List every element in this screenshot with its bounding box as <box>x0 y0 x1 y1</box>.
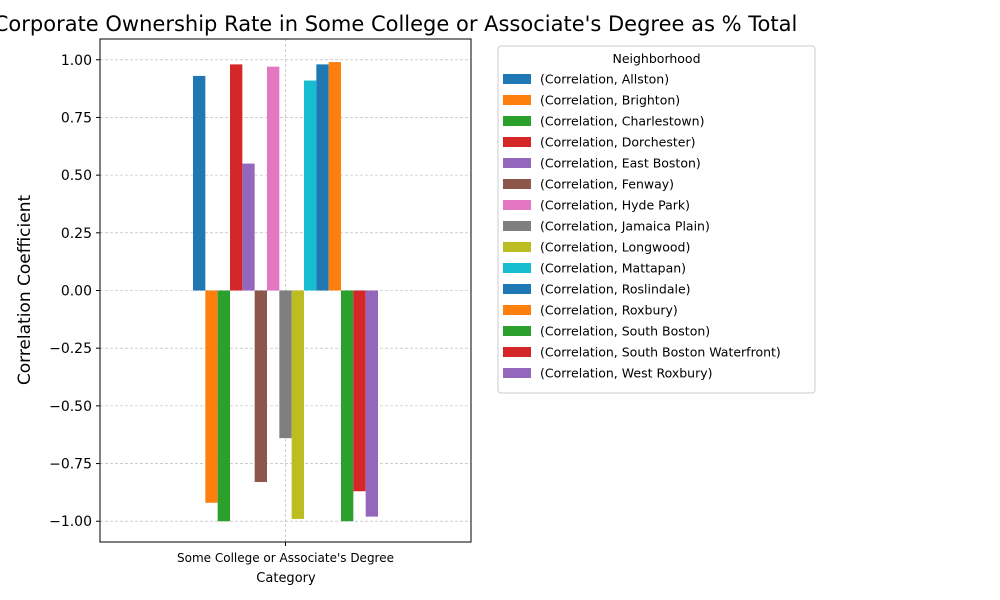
bar <box>365 290 378 517</box>
legend-swatch <box>503 347 531 357</box>
legend-entry-label: (Correlation, West Roxbury) <box>540 366 713 381</box>
legend: Neighborhood (Correlation, Allston) (Corr… <box>497 45 816 394</box>
legend-swatch <box>503 200 531 210</box>
bar <box>316 64 329 291</box>
legend-entry-label: (Correlation, Charlestown) <box>540 114 704 129</box>
legend-swatch <box>503 242 531 252</box>
legend-swatch <box>503 74 531 84</box>
legend-swatch <box>503 137 531 147</box>
y-tick-label: −0.75 <box>49 457 92 473</box>
legend-entry-label: (Correlation, Brighton) <box>540 93 680 108</box>
y-tick-label: 0.50 <box>61 168 92 184</box>
chart-title: Correlation Between Corporate Ownership … <box>0 12 797 36</box>
legend-entry-label: (Correlation, Longwood) <box>540 240 690 255</box>
legend-entry-label: (Correlation, Jamaica Plain) <box>540 219 710 234</box>
bar <box>279 290 292 439</box>
legend-entry-label: (Correlation, Roslindale) <box>540 282 691 297</box>
y-tick-label: −0.50 <box>49 399 92 415</box>
legend-swatch <box>503 368 531 378</box>
y-tick-label: −1.00 <box>49 514 92 530</box>
legend-entry-label: (Correlation, Fenway) <box>540 177 674 192</box>
legend-entry-label: (Correlation, South Boston) <box>540 324 710 339</box>
legend-entry-label: (Correlation, Roxbury) <box>540 303 678 318</box>
bar <box>304 80 317 291</box>
y-tick-label: 0.25 <box>61 226 92 242</box>
y-tick-label: 0.75 <box>61 110 92 126</box>
legend-entry-label: (Correlation, Mattapan) <box>540 261 686 276</box>
legend-entry-label: (Correlation, Hyde Park) <box>540 198 690 213</box>
legend-swatch <box>503 284 531 294</box>
legend-swatch <box>503 305 531 315</box>
legend-entry-label: (Correlation, Dorchester) <box>540 135 696 150</box>
legend-entry-label: (Correlation, East Boston) <box>540 156 701 171</box>
bar <box>254 290 267 483</box>
legend-swatch <box>503 179 531 189</box>
legend-swatch <box>503 263 531 273</box>
legend-title: Neighborhood <box>612 51 700 66</box>
legend-swatch <box>503 95 531 105</box>
bar <box>230 64 243 291</box>
bar <box>242 163 255 291</box>
legend-entry-label: (Correlation, Allston) <box>540 72 669 87</box>
y-tick-label: 1.00 <box>61 53 92 69</box>
bar <box>193 75 206 291</box>
x-axis-label: Category <box>256 571 316 586</box>
legend-swatch <box>503 221 531 231</box>
legend-frame <box>497 45 816 394</box>
bar <box>353 290 366 492</box>
y-axis-label: Correlation Coefficient <box>15 195 35 386</box>
bar <box>328 62 341 291</box>
legend-swatch <box>503 326 531 336</box>
bar <box>291 290 304 519</box>
x-tick-label: Some College or Associate's Degree <box>177 551 394 565</box>
bar <box>205 290 218 503</box>
bar <box>341 290 354 522</box>
bar <box>217 290 230 522</box>
bar <box>267 66 280 291</box>
legend-entry-label: (Correlation, South Boston Waterfront) <box>540 345 781 360</box>
y-tick-label: 0.00 <box>61 284 92 300</box>
y-tick-label: −0.25 <box>49 341 92 357</box>
legend-swatch <box>503 116 531 126</box>
legend-swatch <box>503 158 531 168</box>
